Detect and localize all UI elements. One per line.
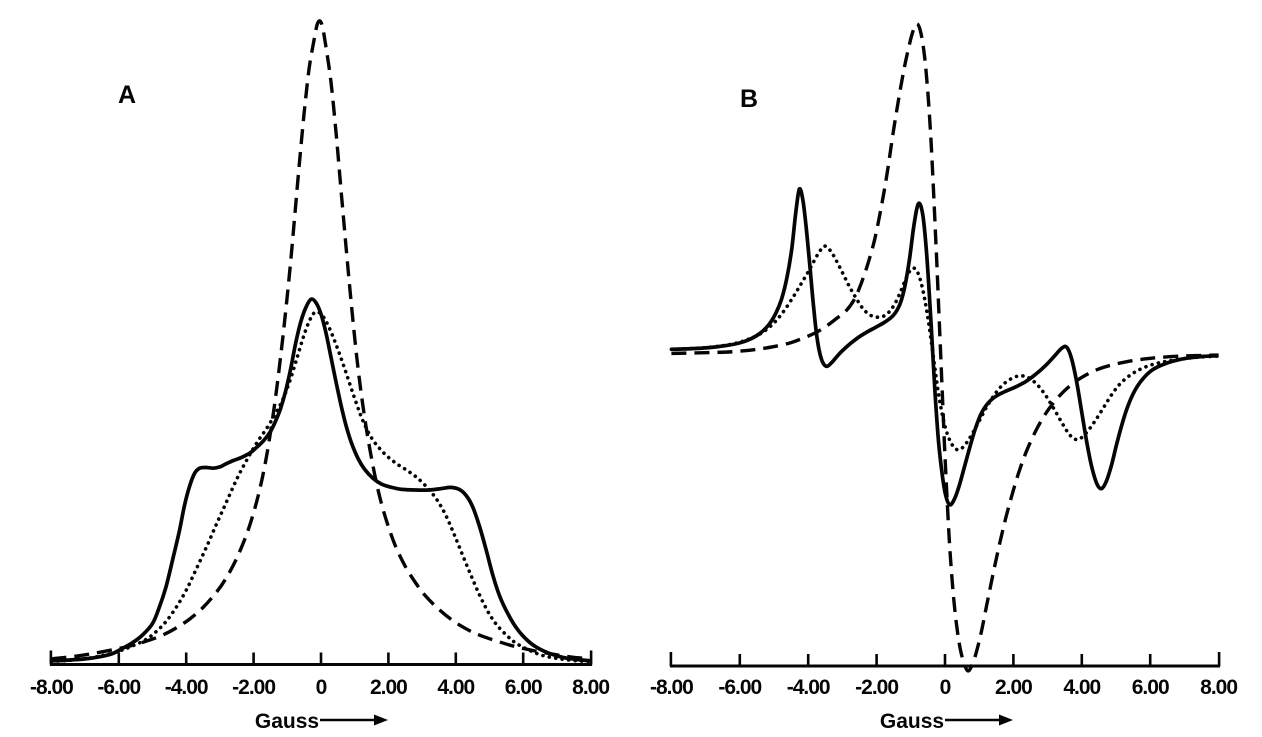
spectrum-curve-dotted xyxy=(669,244,1221,452)
x-tick-label: 0 xyxy=(940,676,951,699)
x-tick-label: 8.00 xyxy=(1200,676,1237,699)
x-tick-label: -8.00 xyxy=(30,676,73,699)
x-tick-label: -4.00 xyxy=(787,676,830,699)
x-tick-label: -6.00 xyxy=(97,676,140,699)
x-tick-label: 6.00 xyxy=(1132,676,1169,699)
x-tick-label: 8.00 xyxy=(572,676,609,699)
panel-b-letter: B xyxy=(740,85,758,113)
spectrum-curve-dotted xyxy=(49,309,593,664)
x-tick-label: 4.00 xyxy=(1063,676,1100,699)
x-tick-label: -4.00 xyxy=(165,676,208,699)
right-arrow-icon xyxy=(945,714,1013,726)
x-tick-label: -8.00 xyxy=(650,676,693,699)
x-tick-label: 0 xyxy=(316,676,327,699)
spectrum-curve-solid xyxy=(671,186,1219,507)
spectrum-curve-solid xyxy=(51,297,591,663)
right-arrow-icon xyxy=(320,714,388,726)
x-tick-label: -6.00 xyxy=(718,676,761,699)
x-tick-label: 6.00 xyxy=(505,676,542,699)
x-axis-label-a: Gauss xyxy=(255,710,319,733)
x-tick-label: -2.00 xyxy=(232,676,275,699)
x-tick-label: 4.00 xyxy=(437,676,474,699)
panel-a-plot: -8.00 -6.00 -4.00 -2.00 0 2.00 4.00 6.00 8.00 xyxy=(30,19,610,699)
x-tick-label: 2.00 xyxy=(370,676,407,699)
spectrum-curve-dashed xyxy=(51,19,591,661)
x-axis-label-b: Gauss xyxy=(880,710,944,733)
panel-b-plot: -8.00 -6.00 -4.00 -2.00 0 2.00 4.00 6.00 8.00 xyxy=(650,22,1238,699)
x-tick-label: 2.00 xyxy=(995,676,1032,699)
spectrum-curve-dashed xyxy=(671,22,1219,673)
x-tick-label: -2.00 xyxy=(855,676,898,699)
panel-a-letter: A xyxy=(118,81,136,109)
